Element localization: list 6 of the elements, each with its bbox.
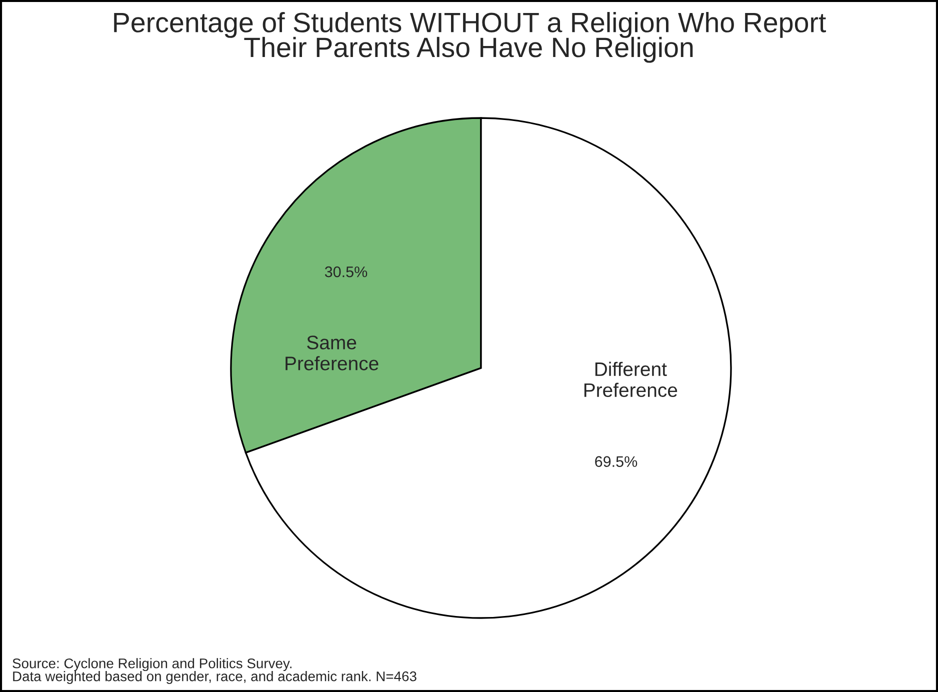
data-label: 69.5% [595, 456, 638, 467]
source-note: Source: Cyclone Religion and Politics Survey. Data weighted based on gender, race, and academic rank. N=463 [12, 658, 416, 684]
data-label: 30.5% [324, 266, 368, 278]
slice-label: Different Preference [584, 362, 678, 398]
slice-label: Same Preference [286, 336, 378, 370]
chart-title: Percentage of Students WITHOUT a Religion Who Report Their Parents Also Have No Religion [114, 12, 826, 63]
